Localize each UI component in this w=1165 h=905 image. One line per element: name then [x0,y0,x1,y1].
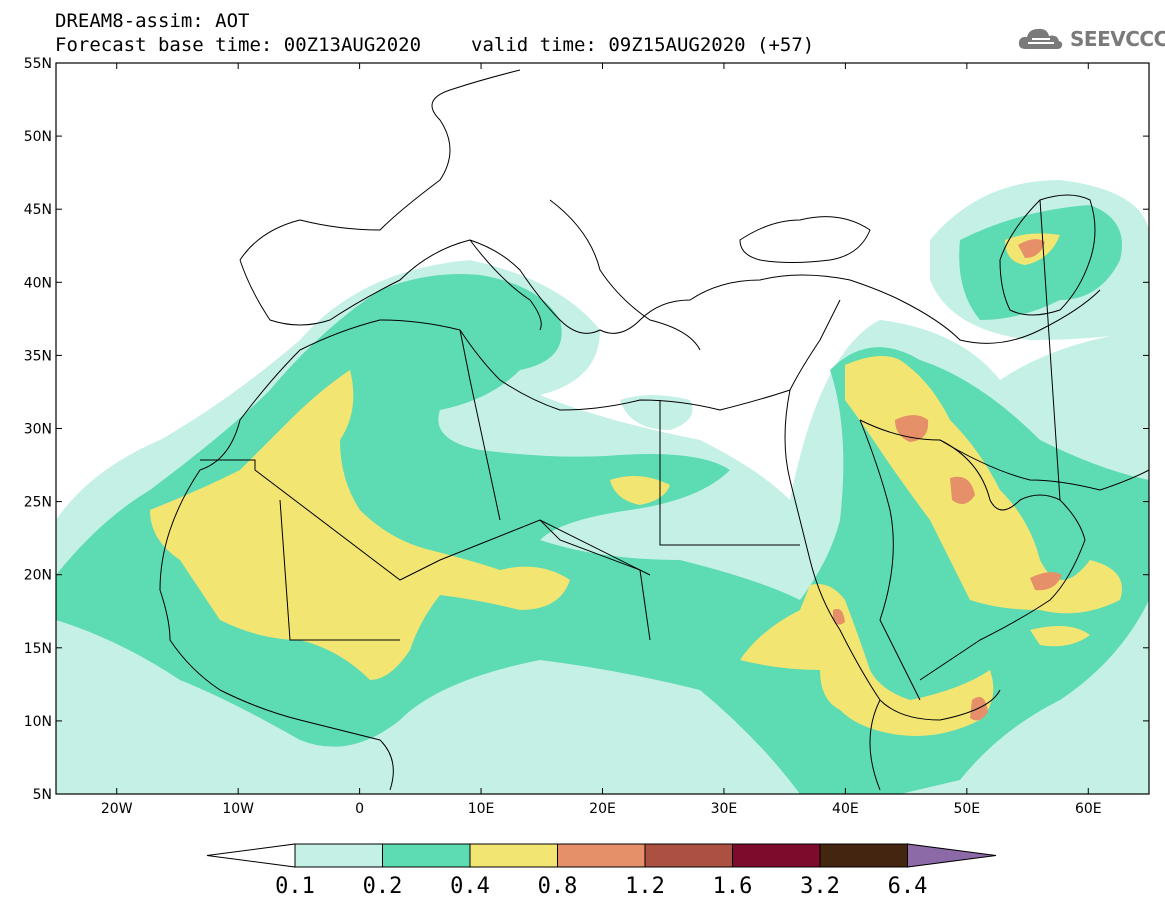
map-boundaries [159,69,1149,791]
seevccc-logo: SEEVCCC [1016,24,1165,54]
cloud-icon [1018,28,1063,49]
lon-tick-label: 20W [101,801,133,817]
colorbar-segment [294,843,383,868]
colorbar-under-triangle [206,843,296,868]
lat-tick-label: 25N [24,495,52,511]
valid-time: valid time: 09Z15AUG2020 (+57) [471,34,815,56]
colorbar-label: 1.2 [625,874,665,899]
colorbar-segment [469,843,558,868]
map-title: DREAM8-assim: AOT [55,10,250,32]
lat-tick-label: 30N [24,422,52,438]
colorbar-segment [557,843,646,868]
colorbar-label: 6.4 [888,874,928,899]
longitude-axis: 20W 10W 0 10E 20E 30E 40E 50E 60E [101,63,1102,817]
colorbar-label: 0.1 [275,874,315,899]
colorbar-segment [644,843,733,868]
colorbar-label: 0.8 [538,874,578,899]
aot-level-0-8 [833,239,1062,721]
colorbar-segment [382,843,471,868]
colorbar-label: 3.2 [800,874,840,899]
colorbar-segment [819,843,908,868]
colorbar: 0.1 0.2 0.4 0.8 1.2 1.6 3.2 6.4 [206,843,997,899]
logo-text: SEEVCCC [1070,27,1165,51]
lat-tick-label: 40N [24,275,52,291]
lat-tick-label: 10N [24,714,52,730]
colorbar-segment [732,843,821,868]
lat-tick-label: 20N [24,568,52,584]
colorbar-over-triangle [907,843,997,868]
lon-tick-label: 10W [222,801,254,817]
lon-tick-label: 40E [832,801,859,817]
lon-tick-label: 60E [1075,801,1102,817]
forecast-times: Forecast base time: 00Z13AUG2020 valid ti… [55,34,814,56]
latitude-axis: 55N 50N 45N 40N 35N 30N 25N 20N 15N 10N 5N [24,56,1149,803]
lat-tick-label: 50N [24,129,52,145]
aot-field [56,63,1149,794]
lat-tick-label: 15N [24,641,52,657]
lat-tick-label: 5N [33,787,52,803]
colorbar-label: 1.6 [713,874,753,899]
colorbar-label: 0.4 [450,874,490,899]
colorbar-label: 0.2 [363,874,403,899]
lon-tick-label: 20E [589,801,616,817]
lon-tick-label: 50E [953,801,980,817]
base-time: Forecast base time: 00Z13AUG2020 [55,34,422,56]
lon-tick-label: 30E [711,801,738,817]
lat-tick-label: 45N [24,202,52,218]
lat-tick-label: 35N [24,348,52,364]
lat-tick-label: 55N [24,56,52,72]
lon-tick-label: 0 [355,801,364,817]
lon-tick-label: 10E [468,801,495,817]
